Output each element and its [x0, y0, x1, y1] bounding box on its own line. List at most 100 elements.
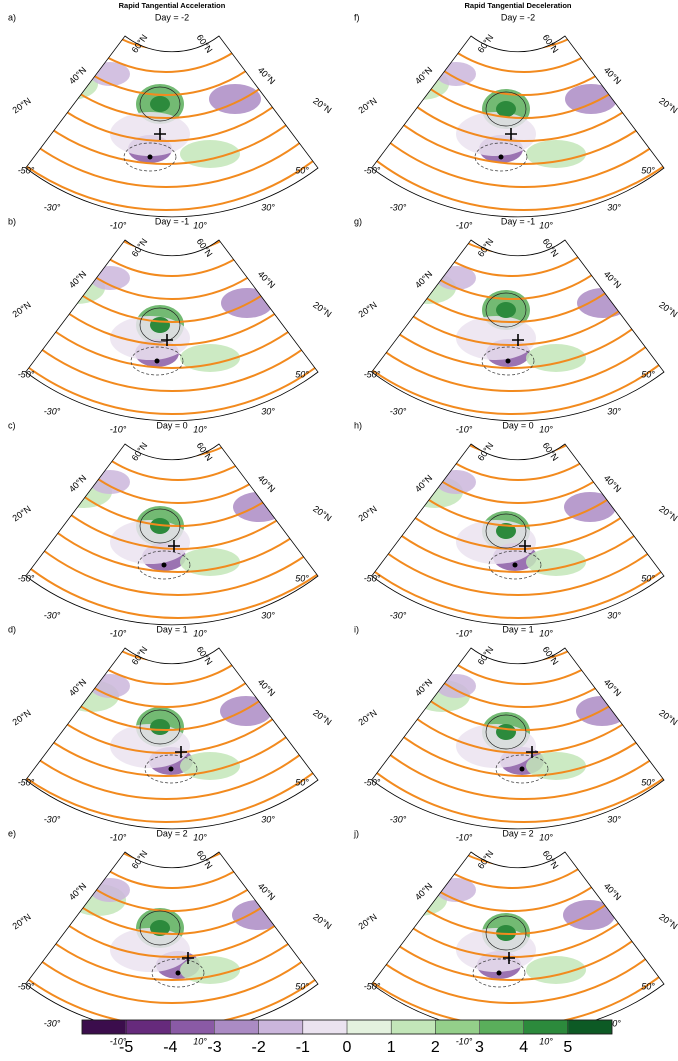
- lon-label: 50°: [641, 981, 655, 991]
- sector-outline: [25, 851, 319, 1034]
- colorbar-box: [390, 1019, 436, 1035]
- lon-label: 50°: [641, 777, 655, 787]
- height-contour: [25, 240, 318, 392]
- lon-label: -50°: [364, 981, 381, 991]
- anomaly-shading: [42, 68, 98, 100]
- center-dot: [154, 358, 160, 364]
- map-panel: e) Day = 260°N 60°N40°N 40°N20°N 20°N-50°-30…: [8, 828, 333, 1046]
- lat-label: 20°N: [357, 96, 379, 116]
- lon-label: 30°: [261, 202, 275, 212]
- height-contour: [398, 648, 650, 685]
- lon-label: -10°: [110, 832, 127, 842]
- lon-label: 50°: [295, 777, 309, 787]
- height-contour: [25, 852, 318, 935]
- anomaly-shading: [110, 520, 190, 564]
- contour-negative: [481, 346, 535, 376]
- lon-label: -10°: [456, 424, 473, 434]
- contour-positive: [139, 709, 181, 745]
- colorbar-box: [346, 1019, 392, 1035]
- contour-negative: [137, 550, 191, 580]
- lon-label: 30°: [261, 406, 275, 416]
- height-contour: [371, 648, 664, 731]
- height-contour: [25, 852, 318, 981]
- anomaly-core: [496, 302, 516, 318]
- map-field: [25, 648, 318, 829]
- lon-label: 30°: [607, 814, 621, 824]
- height-contour: [25, 444, 318, 527]
- colorbar-label: -1: [296, 1039, 310, 1056]
- panel-day: Day = 0: [156, 420, 187, 430]
- lon-label: 30°: [607, 406, 621, 416]
- contour-negative: [130, 346, 184, 376]
- sector-outline: [25, 35, 319, 218]
- column-title: Rapid Tangential Acceleration: [119, 1, 226, 10]
- lat-label: 40°N: [602, 881, 623, 902]
- anomaly-core: [150, 920, 170, 936]
- plus-marker: [505, 128, 517, 140]
- lon-label: 50°: [641, 369, 655, 379]
- lon-label: -50°: [18, 573, 35, 583]
- lat-label: 40°N: [413, 881, 434, 902]
- contour-positive: [485, 91, 527, 127]
- center-dot: [168, 766, 174, 772]
- height-contour: [371, 444, 664, 619]
- height-contour: [371, 852, 658, 912]
- lon-label: 30°: [261, 814, 275, 824]
- colorbar-label: 0: [343, 1039, 352, 1056]
- height-contour: [52, 444, 304, 481]
- colorbar-box: [170, 1019, 215, 1035]
- lon-label: -30°: [44, 202, 61, 212]
- lat-label: 40°N: [67, 677, 88, 698]
- lat-label: 20°N: [311, 300, 333, 320]
- lat-label: 40°N: [67, 881, 88, 902]
- sector-outline: [25, 647, 319, 830]
- height-contour: [40, 36, 292, 73]
- contour-positive: [139, 307, 181, 343]
- lon-label: -30°: [44, 610, 61, 620]
- map-field: [25, 36, 318, 217]
- anomaly-shading: [110, 928, 190, 972]
- height-contour: [371, 36, 664, 142]
- height-contour: [378, 36, 664, 96]
- height-contour: [25, 444, 318, 573]
- height-contour: [378, 648, 664, 708]
- sector-outline: [371, 35, 665, 218]
- panel-label: c): [8, 420, 16, 430]
- panel-day: Day = -2: [501, 12, 535, 22]
- anomaly-core: [150, 719, 170, 735]
- lon-label: -30°: [44, 1018, 61, 1028]
- anomaly-shading: [110, 112, 190, 156]
- lat-label: 20°N: [311, 504, 333, 524]
- lat-label: 40°N: [413, 677, 434, 698]
- height-contour: [25, 444, 318, 619]
- map-panel: a) Day = -260°N 60°N40°N 40°N20°N 20°N-50°-3…: [8, 12, 333, 230]
- lon-label: -10°: [110, 1036, 127, 1046]
- sector-outline: [371, 239, 665, 422]
- panel-day: Day = 2: [156, 828, 187, 838]
- height-contour: [371, 240, 658, 300]
- height-contour: [25, 36, 318, 119]
- height-contour: [25, 444, 318, 596]
- lat-label: 40°N: [256, 65, 277, 86]
- colorbar-box: [523, 1019, 569, 1035]
- lon-label: -50°: [364, 573, 381, 583]
- height-contour: [25, 36, 318, 188]
- lat-label: 20°N: [357, 504, 379, 524]
- height-contour: [25, 648, 318, 823]
- lat-label: 40°N: [602, 473, 623, 494]
- lat-label: 20°N: [657, 96, 678, 116]
- colorbar-box: [435, 1019, 480, 1035]
- lon-label: 10°: [539, 220, 553, 230]
- lat-label: 40°N: [602, 269, 623, 290]
- center-dot: [505, 358, 511, 364]
- contour-negative: [123, 142, 177, 172]
- lat-label: 40°N: [413, 473, 434, 494]
- plus-marker: [182, 952, 194, 964]
- lat-label: 40°N: [67, 65, 88, 86]
- colorbar-label: -4: [163, 1039, 177, 1056]
- anomaly-shading: [180, 956, 240, 984]
- lon-label: 10°: [193, 832, 207, 842]
- height-contour: [371, 444, 664, 596]
- panel-label: i): [354, 624, 359, 634]
- lat-label: 20°N: [11, 96, 33, 116]
